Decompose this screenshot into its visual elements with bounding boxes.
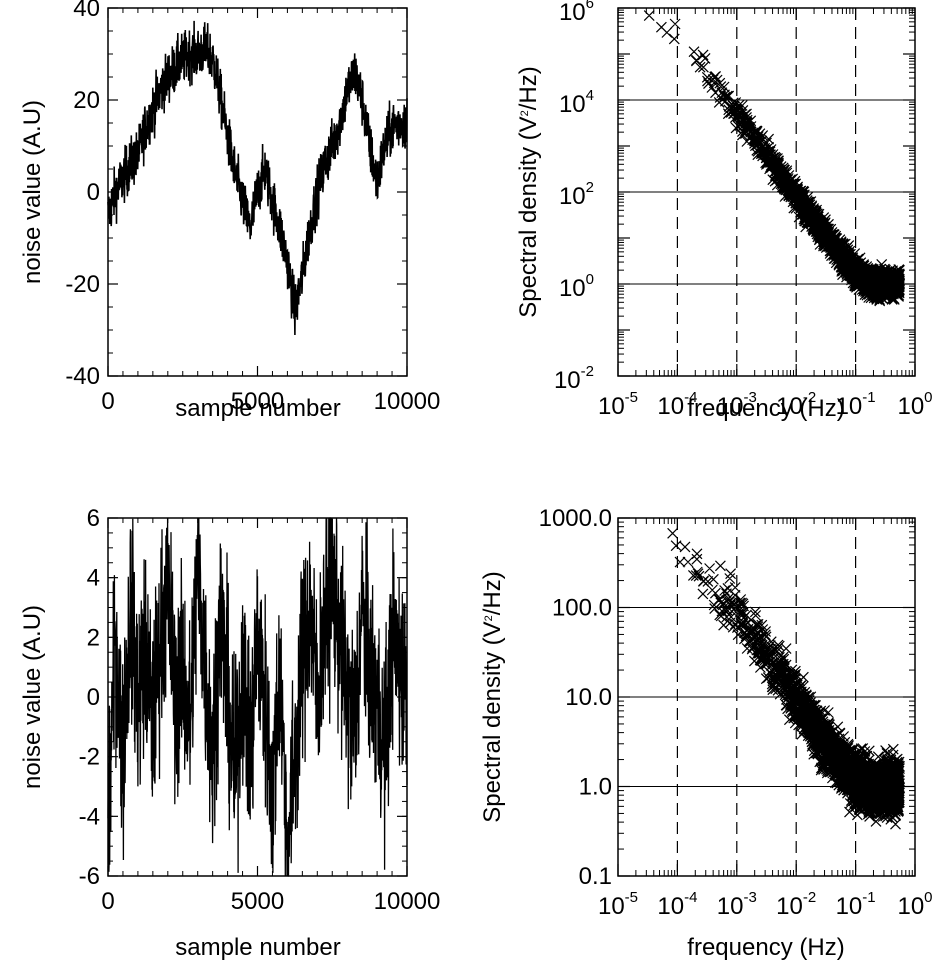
y-axis-label: Spectral density (V2/Hz)	[515, 66, 542, 318]
y-tick-label: 106	[559, 0, 594, 26]
x-tick-label: 100	[897, 889, 932, 920]
y-tick-label: 100	[559, 271, 594, 302]
x-tick-label: 100	[897, 389, 932, 420]
x-tick-label: 5000	[231, 888, 284, 915]
x-tick-label: 10000	[374, 388, 441, 415]
y-tick-label: 0	[87, 179, 100, 206]
y-axis-label-tail: /Hz)	[479, 571, 506, 615]
x-axis-label: frequency (Hz)	[687, 395, 844, 422]
y-axis-label: Spectral density (V2/Hz)	[479, 571, 506, 823]
series-line	[107, 20, 408, 336]
y-tick-label: 0.1	[579, 863, 612, 890]
y-axis-label-sup: 2	[519, 110, 531, 116]
x-tick-label: 0	[101, 888, 114, 915]
y-axis-label-tail: /Hz)	[515, 66, 542, 110]
y-axis-label: noise value (A.U)	[19, 605, 46, 789]
spectrum-series-bottom	[667, 527, 906, 830]
x-axis-label: sample number	[175, 395, 340, 422]
x-tick-label: 10-2	[776, 889, 816, 920]
y-axis-label-sup: 2	[483, 615, 495, 621]
x-tick-label: 10-3	[717, 889, 757, 920]
y-tick-label: -4	[79, 803, 100, 830]
y-tick-label: 6	[87, 505, 100, 532]
x-tick-label: 10-1	[836, 889, 876, 920]
x-axis-label: frequency (Hz)	[687, 934, 844, 961]
x-tick-label: 10-5	[598, 389, 638, 420]
y-tick-label: 20	[73, 87, 100, 114]
y-axis-label: noise value (A.U)	[19, 100, 46, 284]
x-tick-label: 10-2	[776, 389, 816, 420]
noise-series-bottom	[107, 517, 408, 877]
x-tick-label: 10-3	[717, 389, 757, 420]
y-tick-label: -40	[65, 363, 100, 390]
x-tick-label: 10-1	[836, 389, 876, 420]
y-tick-label: 0	[87, 684, 100, 711]
y-tick-label: -2	[79, 744, 100, 771]
panel-top-left: -40 -20 0 20 40 0 5000 10000 sample number noi…	[19, 0, 440, 422]
noise-series-top	[107, 20, 408, 336]
y-tick-label: -6	[79, 863, 100, 890]
x-axis-label: sample number	[175, 934, 340, 961]
y-tick-label: 2	[87, 624, 100, 651]
spectrum-markers	[667, 527, 906, 830]
y-tick-label: 104	[559, 87, 594, 118]
x-tick-label: 10-4	[657, 389, 697, 420]
y-tick-label: 40	[73, 0, 100, 22]
y-tick-label: 10-2	[554, 363, 594, 394]
spectrum-markers	[643, 10, 906, 307]
y-tick-label: -20	[65, 271, 100, 298]
x-tick-label: 5000	[231, 388, 284, 415]
y-tick-label: 1.0	[579, 774, 612, 801]
x-tick-label: 10-4	[657, 889, 697, 920]
y-tick-label: 1000.0	[539, 505, 612, 532]
panel-top-right: 10-2 100 102 104 106 10-5 10-4 10-3 10-2 10-1 100…	[515, 0, 933, 422]
y-tick-label: 4	[87, 565, 100, 592]
panel-bottom-left: -6 -4 -2 0 2 4 6 0 5000 10000 sample number nois…	[19, 505, 440, 961]
y-axis-label-main: Spectral density (V	[479, 621, 506, 822]
x-tick-label: 10-5	[598, 889, 638, 920]
spectrum-series-top	[643, 10, 906, 307]
y-axis-label-main: Spectral density (V	[515, 116, 542, 317]
y-tick-label: 100.0	[552, 595, 612, 622]
x-tick-label: 0	[101, 388, 114, 415]
y-tick-label: 102	[559, 179, 594, 210]
series-line	[107, 517, 408, 877]
y-tick-label: 10.0	[565, 684, 612, 711]
panel-bottom-right: 0.1 1.0 10.0 100.0 1000.0 10-5 10-4 10-3 10-2 10…	[479, 505, 933, 961]
x-tick-label: 10000	[374, 888, 441, 915]
